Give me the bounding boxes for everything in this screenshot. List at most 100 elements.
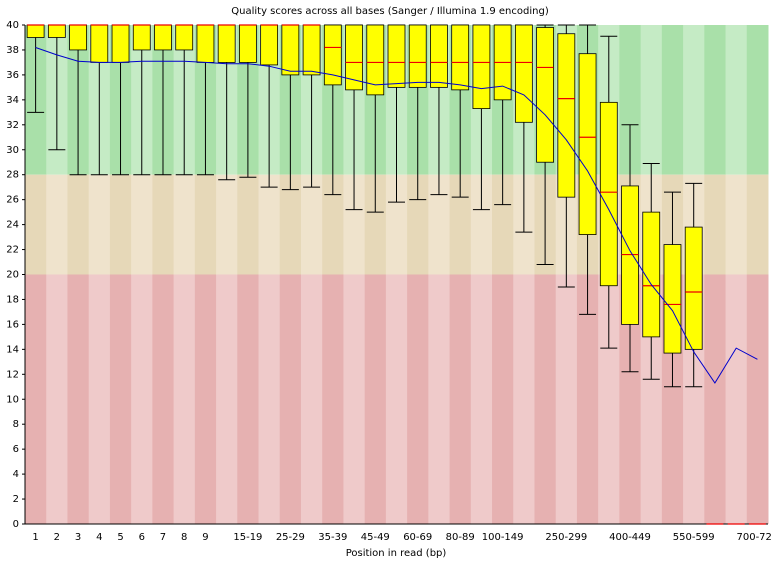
- y-tick-label: 18: [6, 294, 19, 305]
- box: [684, 226, 703, 350]
- box: [217, 24, 236, 63]
- box: [642, 211, 661, 338]
- x-tick-label: 100-149: [482, 532, 524, 543]
- y-tick-label: 8: [13, 419, 19, 430]
- quality-zone: [407, 274, 429, 524]
- quality-zone: [322, 274, 344, 524]
- x-tick-label: 6: [139, 532, 145, 543]
- y-tick-label: 24: [6, 220, 19, 231]
- y-tick-label: 36: [6, 70, 19, 81]
- quality-zone: [385, 174, 408, 275]
- x-tick-label: 550-599: [673, 532, 715, 543]
- quality-zone: [704, 25, 727, 175]
- box: [366, 24, 385, 96]
- quality-zone: [598, 274, 620, 524]
- quality-zone: [152, 174, 175, 275]
- quality-zone: [343, 274, 366, 524]
- x-tick-label: 60-69: [403, 532, 432, 543]
- y-tick-label: 34: [6, 95, 19, 106]
- quality-zone: [704, 174, 727, 275]
- box: [175, 24, 194, 51]
- x-tick-label: 3: [75, 532, 81, 543]
- y-tick-label: 0: [13, 519, 19, 530]
- box: [69, 24, 87, 51]
- quality-zone: [88, 174, 111, 275]
- quality-zone: [683, 25, 705, 175]
- box: [430, 24, 448, 88]
- box: [260, 24, 279, 66]
- quality-zone: [46, 174, 68, 275]
- box: [111, 24, 130, 63]
- quality-zone: [619, 274, 642, 524]
- x-tick-label: 4: [96, 532, 102, 543]
- box: [408, 24, 427, 88]
- box: [323, 24, 342, 86]
- quality-zone: [258, 274, 281, 524]
- quality-zone: [513, 274, 535, 524]
- quality-zone: [237, 274, 260, 524]
- x-tick-label: 400-449: [609, 532, 651, 543]
- quality-zone: [173, 274, 196, 524]
- y-tick-label: 32: [6, 120, 19, 131]
- box: [345, 24, 363, 91]
- box: [451, 24, 470, 91]
- quality-zone: [300, 274, 323, 524]
- quality-zone: [746, 25, 769, 175]
- quality-zone: [470, 274, 493, 524]
- box: [90, 24, 109, 63]
- quality-zone: [67, 274, 90, 524]
- quality-zone: [449, 174, 472, 275]
- quality-zone: [67, 174, 90, 275]
- quality-zone: [364, 274, 387, 524]
- quality-zone: [216, 274, 238, 524]
- quality-zone: [364, 174, 387, 275]
- box: [281, 24, 300, 76]
- y-tick-label: 6: [13, 444, 19, 455]
- y-tick-label: 38: [6, 45, 19, 56]
- x-tick-label: 7: [160, 532, 166, 543]
- box: [239, 24, 257, 63]
- quality-zone: [25, 174, 47, 275]
- y-tick-label: 14: [6, 344, 19, 355]
- y-tick-label: 30: [6, 145, 19, 156]
- quality-zone: [428, 274, 451, 524]
- quality-zone: [492, 174, 514, 275]
- chart-title: Quality scores across all bases (Sanger …: [231, 6, 549, 17]
- x-tick-label: 9: [202, 532, 208, 543]
- quality-zone: [25, 274, 47, 524]
- y-tick-label: 22: [6, 245, 19, 256]
- quality-zone: [258, 174, 281, 275]
- quality-zone: [492, 274, 514, 524]
- x-tick-label: 35-39: [318, 532, 347, 543]
- x-tick-label: 15-19: [233, 532, 262, 543]
- box: [557, 33, 576, 198]
- box: [472, 24, 491, 109]
- quality-zone: [131, 174, 153, 275]
- x-axis-label: Position in read (bp): [346, 548, 447, 559]
- quality-zone: [746, 174, 769, 275]
- quality-zone: [725, 274, 748, 524]
- y-tick-label: 12: [6, 369, 19, 380]
- quality-zone: [470, 174, 493, 275]
- quality-zone: [279, 274, 302, 524]
- box: [663, 244, 682, 354]
- quality-zone: [534, 274, 557, 524]
- box: [514, 24, 533, 123]
- quality-zone: [746, 274, 769, 524]
- box: [599, 101, 618, 287]
- quality-zone: [725, 174, 748, 275]
- y-tick-label: 40: [6, 20, 19, 31]
- quality-zone: [449, 274, 472, 524]
- quality-zone: [343, 174, 366, 275]
- box: [154, 24, 172, 51]
- y-tick-label: 10: [6, 394, 19, 405]
- quality-zone: [237, 174, 260, 275]
- quality-zone: [661, 25, 684, 175]
- y-tick-label: 26: [6, 195, 19, 206]
- x-tick-label: 80-89: [446, 532, 475, 543]
- quality-zone: [322, 174, 344, 275]
- quality-zone: [640, 25, 663, 175]
- box: [387, 24, 406, 88]
- quality-zone: [704, 274, 727, 524]
- x-tick-label: 250-299: [545, 532, 587, 543]
